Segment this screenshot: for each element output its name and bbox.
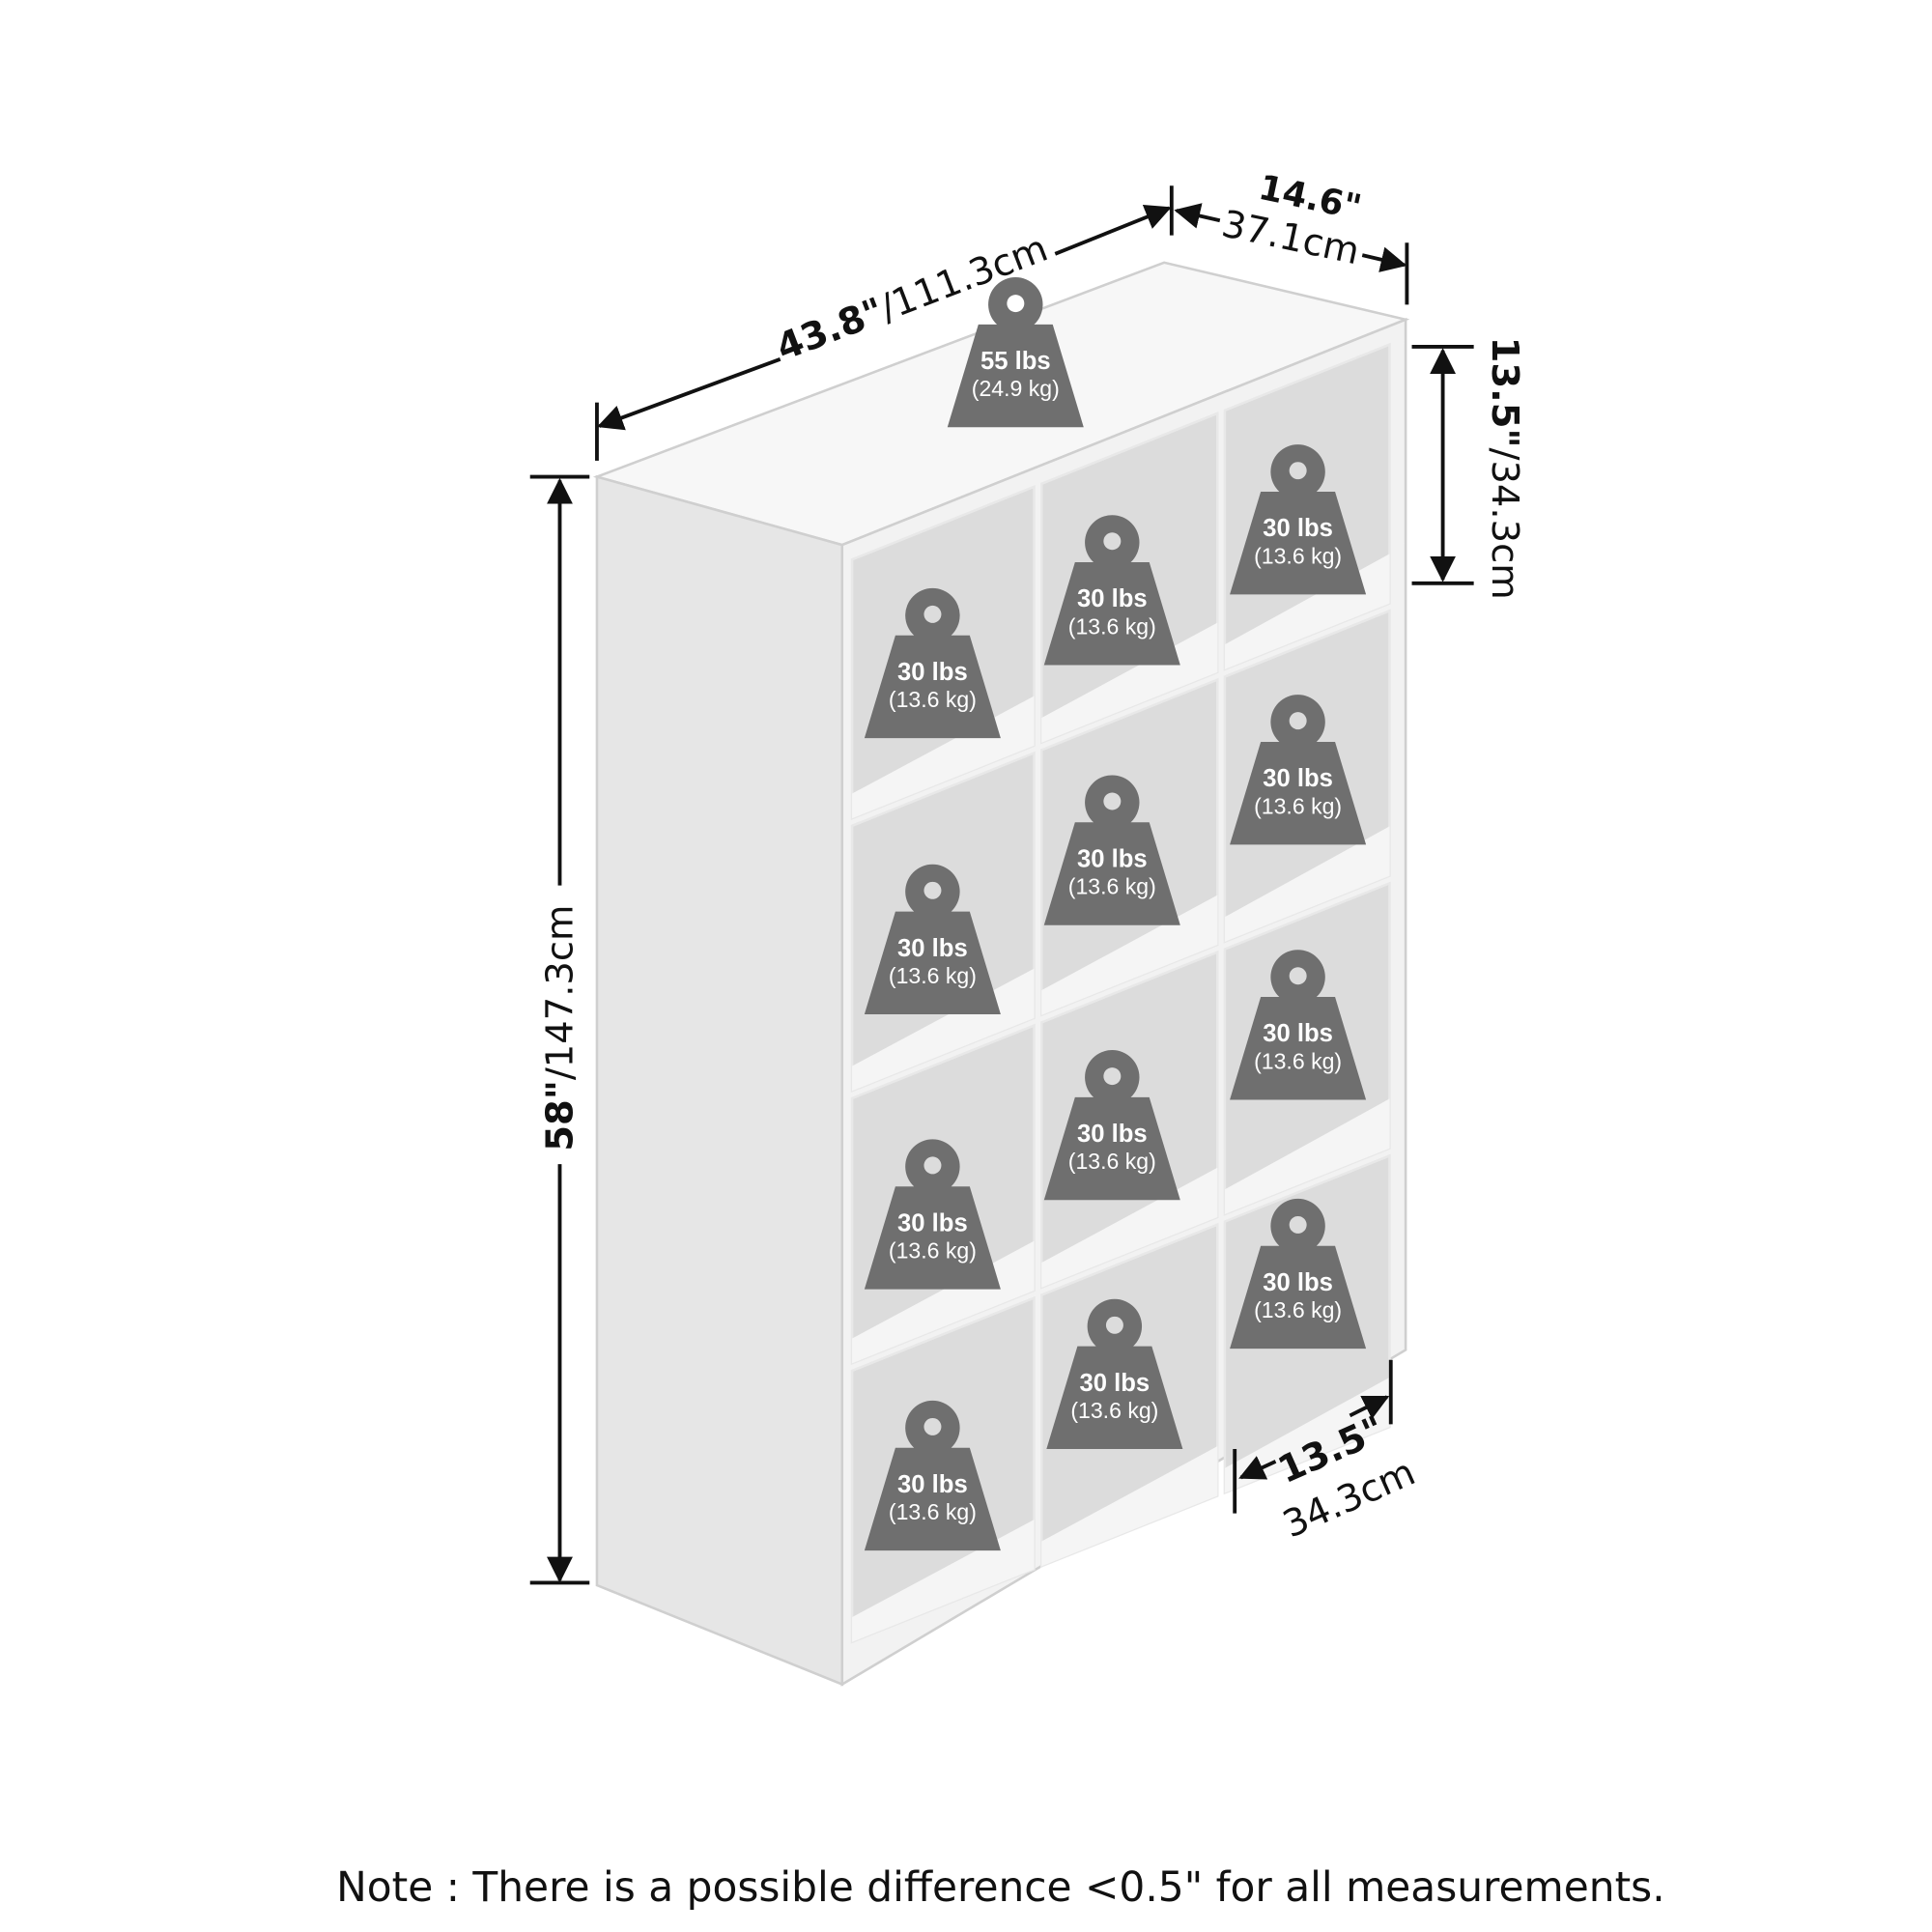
weight-kg: (13.6 kg)	[1254, 793, 1342, 818]
weight-kg: (24.9 kg)	[972, 376, 1060, 401]
weight-icon	[864, 1139, 1001, 1290]
weight-icon	[864, 587, 1001, 739]
weight-labels: 55 lbs(24.9 kg)30 lbs(13.6 kg)30 lbs(13.…	[864, 277, 1367, 1551]
side-panel	[595, 474, 844, 1687]
cube-weight-label: 30 lbs(13.6 kg)	[1230, 1198, 1367, 1350]
cube-weight-label: 30 lbs(13.6 kg)	[1046, 1298, 1183, 1449]
weight-kg: (13.6 kg)	[1068, 1149, 1156, 1174]
weight-kg: (13.6 kg)	[1068, 613, 1156, 639]
cube-weight-label: 30 lbs(13.6 kg)	[1230, 444, 1367, 595]
weight-lbs: 30 lbs	[1263, 1020, 1333, 1047]
top-weight-label: 55 lbs(24.9 kg)	[947, 277, 1084, 428]
cubby-floor	[1041, 1446, 1218, 1567]
cubby-floor	[1224, 826, 1390, 942]
svg-text:13.5"/34.3cm: 13.5"/34.3cm	[1483, 337, 1526, 600]
cube-weight-label: 30 lbs(13.6 kg)	[1043, 775, 1180, 925]
measurement-note: Note : There is a possible difference <0…	[336, 1863, 1665, 1911]
weight-icon	[864, 1400, 1001, 1551]
weight-kg: (13.6 kg)	[889, 1499, 977, 1524]
weight-kg: (13.6 kg)	[1070, 1398, 1158, 1423]
cube-weight-label: 30 lbs(13.6 kg)	[864, 1400, 1001, 1551]
cube-weight-label: 30 lbs(13.6 kg)	[864, 864, 1001, 1014]
weight-lbs: 30 lbs	[897, 659, 968, 686]
weight-kg: (13.6 kg)	[889, 1238, 977, 1264]
weight-kg: (13.6 kg)	[1254, 1048, 1342, 1073]
weight-lbs: 30 lbs	[897, 935, 968, 962]
width-inches: 43.8"	[771, 290, 890, 370]
weight-lbs: 55 lbs	[980, 348, 1051, 375]
weight-icon	[1230, 695, 1367, 845]
weight-icon	[1230, 950, 1367, 1100]
weight-icon	[1046, 1298, 1183, 1449]
cube-height-cm: /34.3cm	[1483, 447, 1526, 599]
weight-icon	[1230, 444, 1367, 595]
height-label: 58"/147.3cm	[538, 905, 582, 1151]
svg-text:58"/147.3cm: 58"/147.3cm	[538, 905, 582, 1151]
weight-lbs: 30 lbs	[897, 1471, 968, 1498]
weight-icon	[947, 277, 1084, 428]
cube-weight-label: 30 lbs(13.6 kg)	[1043, 1050, 1180, 1201]
height-cm: /147.3cm	[538, 905, 582, 1081]
cube-weight-label: 30 lbs(13.6 kg)	[864, 1139, 1001, 1290]
weight-icon	[1230, 1198, 1367, 1350]
weight-lbs: 30 lbs	[1263, 1269, 1333, 1296]
cube-weight-label: 30 lbs(13.6 kg)	[1230, 950, 1367, 1100]
weight-icon	[864, 864, 1001, 1014]
weight-kg: (13.6 kg)	[889, 963, 977, 988]
weight-kg: (13.6 kg)	[889, 687, 977, 712]
height-inches: 58"	[538, 1080, 582, 1151]
weight-kg: (13.6 kg)	[1068, 874, 1156, 899]
cube-height-label: 13.5"/34.3cm	[1483, 337, 1526, 600]
weight-lbs: 30 lbs	[1080, 1370, 1151, 1397]
weight-lbs: 30 lbs	[897, 1209, 968, 1236]
weight-icon	[1043, 1050, 1180, 1201]
weight-lbs: 30 lbs	[1263, 765, 1333, 792]
cubby-floor	[1224, 1098, 1390, 1214]
weight-kg: (13.6 kg)	[1254, 1297, 1342, 1322]
depth-label: 14.6" 37.1cm	[1218, 168, 1365, 274]
weight-icon	[1043, 775, 1180, 925]
weight-icon	[1043, 515, 1180, 666]
weight-lbs: 30 lbs	[1077, 1121, 1148, 1148]
cube-weight-label: 30 lbs(13.6 kg)	[1043, 515, 1180, 666]
weight-kg: (13.6 kg)	[1254, 543, 1342, 568]
weight-lbs: 30 lbs	[1077, 585, 1148, 612]
cube-weight-label: 30 lbs(13.6 kg)	[864, 587, 1001, 739]
weight-lbs: 30 lbs	[1077, 845, 1148, 872]
cube-weight-label: 30 lbs(13.6 kg)	[1230, 695, 1367, 845]
dimension-lines	[529, 185, 1474, 1585]
weight-lbs: 30 lbs	[1263, 515, 1333, 542]
cube-height-inches: 13.5"	[1483, 337, 1526, 448]
